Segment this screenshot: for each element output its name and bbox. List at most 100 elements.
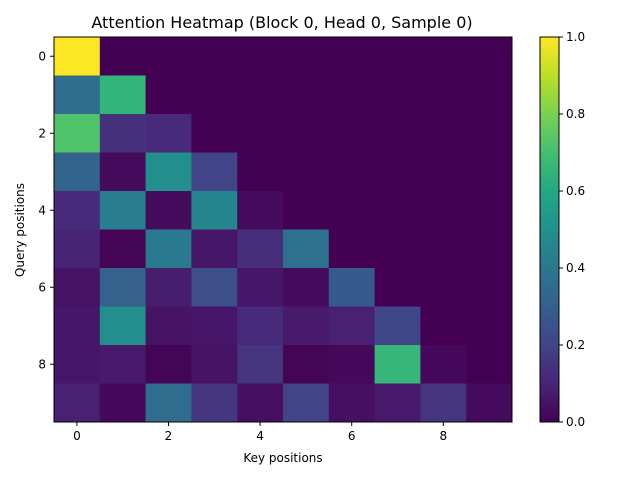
heatmap-cell <box>283 75 330 115</box>
y-axis-label: Query positions <box>13 183 27 277</box>
heatmap-cell <box>374 268 421 307</box>
y-tick-label: 6 <box>38 280 46 294</box>
heatmap-cell <box>420 268 467 307</box>
heatmap-cell <box>466 229 513 269</box>
heatmap-cell <box>420 75 467 115</box>
heatmap-cell <box>191 152 238 192</box>
heatmap-cell <box>283 191 330 230</box>
heatmap-cell <box>237 383 284 423</box>
x-tick-label: 0 <box>73 429 81 443</box>
y-axis-ticks: 0 2 4 6 8 <box>38 49 54 371</box>
heatmap-cell <box>237 114 284 153</box>
heatmap-cell <box>145 152 192 192</box>
heatmap-cell <box>237 345 284 384</box>
y-tick-label: 0 <box>38 49 46 63</box>
heatmap-cell <box>99 268 147 307</box>
heatmap-cell <box>99 345 147 384</box>
heatmap-cell <box>374 306 421 346</box>
heatmap-cell <box>374 75 421 115</box>
heatmap-cell <box>54 152 101 192</box>
heatmap-cell <box>191 345 238 384</box>
x-axis-label: Key positions <box>243 451 322 465</box>
heatmap-cell <box>145 75 192 115</box>
heatmap-cell <box>466 306 513 346</box>
heatmap-cells <box>54 37 513 423</box>
colorbar <box>539 36 560 423</box>
x-tick-label: 6 <box>348 429 356 443</box>
heatmap-cell <box>328 114 376 153</box>
heatmap-cell <box>191 114 238 153</box>
heatmap-cell <box>328 191 376 230</box>
heatmap-cell <box>237 306 284 346</box>
colorbar-tick-label: 0.2 <box>566 338 585 352</box>
heatmap-cell <box>420 229 467 269</box>
heatmap-cell <box>99 114 147 153</box>
heatmap-cell <box>145 268 192 307</box>
heatmap-cell <box>374 191 421 230</box>
heatmap-cell <box>328 383 376 423</box>
heatmap-cell <box>466 268 513 307</box>
heatmap-cell <box>237 152 284 192</box>
heatmap-cell <box>54 114 101 153</box>
heatmap-cell <box>374 114 421 153</box>
heatmap-cell <box>283 114 330 153</box>
colorbar-ticks: 0.0 0.2 0.4 0.6 0.8 1.0 <box>559 30 585 429</box>
colorbar-tick-label: 0.8 <box>566 107 585 121</box>
heatmap-cell <box>466 37 513 76</box>
heatmap-cell <box>191 191 238 230</box>
y-tick-label: 4 <box>38 203 46 217</box>
heatmap-cell <box>328 37 376 76</box>
heatmap-cell <box>99 383 147 423</box>
heatmap-cell <box>145 306 192 346</box>
heatmap-cell <box>374 383 421 423</box>
heatmap-cell <box>237 229 284 269</box>
heatmap-cell <box>328 229 376 269</box>
colorbar-tick-label: 1.0 <box>566 30 585 44</box>
heatmap-cell <box>237 191 284 230</box>
heatmap-cell <box>420 191 467 230</box>
heatmap-cell <box>283 306 330 346</box>
heatmap-cell <box>145 37 192 76</box>
heatmap-cell <box>374 345 421 384</box>
heatmap-cell <box>145 383 192 423</box>
heatmap-cell <box>420 114 467 153</box>
heatmap-cell <box>145 229 192 269</box>
heatmap-cell <box>54 268 101 307</box>
heatmap-cell <box>54 383 101 423</box>
heatmap-cell <box>283 268 330 307</box>
y-tick-label: 8 <box>38 357 46 371</box>
heatmap-cell <box>191 37 238 76</box>
heatmap-cell <box>466 345 513 384</box>
heatmap-cell <box>54 191 101 230</box>
heatmap-cell <box>283 37 330 76</box>
heatmap-cell <box>283 152 330 192</box>
heatmap-cell <box>466 191 513 230</box>
heatmap-cell <box>54 345 101 384</box>
colorbar-tick-label: 0.4 <box>566 261 585 275</box>
plot-frame <box>53 36 513 423</box>
heatmap-cell <box>237 37 284 76</box>
heatmap-cell <box>328 152 376 192</box>
heatmap-cell <box>54 229 101 269</box>
heatmap-cell <box>374 37 421 76</box>
x-tick-label: 2 <box>165 429 173 443</box>
colorbar-tick-label: 0.0 <box>566 415 585 429</box>
heatmap-cell <box>145 345 192 384</box>
heatmap-cell <box>374 229 421 269</box>
heatmap-cell <box>99 37 147 76</box>
heatmap-cell <box>420 383 467 423</box>
heatmap-cell <box>420 152 467 192</box>
heatmap-cell <box>237 75 284 115</box>
heatmap-cell <box>328 268 376 307</box>
heatmap-cell <box>466 152 513 192</box>
heatmap-cell <box>99 191 147 230</box>
heatmap-cell <box>99 152 147 192</box>
heatmap-cell <box>283 229 330 269</box>
heatmap-cell <box>328 75 376 115</box>
heatmap-cell <box>99 229 147 269</box>
colorbar-tick-label: 0.6 <box>566 184 585 198</box>
heatmap-cell <box>237 268 284 307</box>
heatmap-cell <box>99 75 147 115</box>
heatmap-cell <box>191 75 238 115</box>
